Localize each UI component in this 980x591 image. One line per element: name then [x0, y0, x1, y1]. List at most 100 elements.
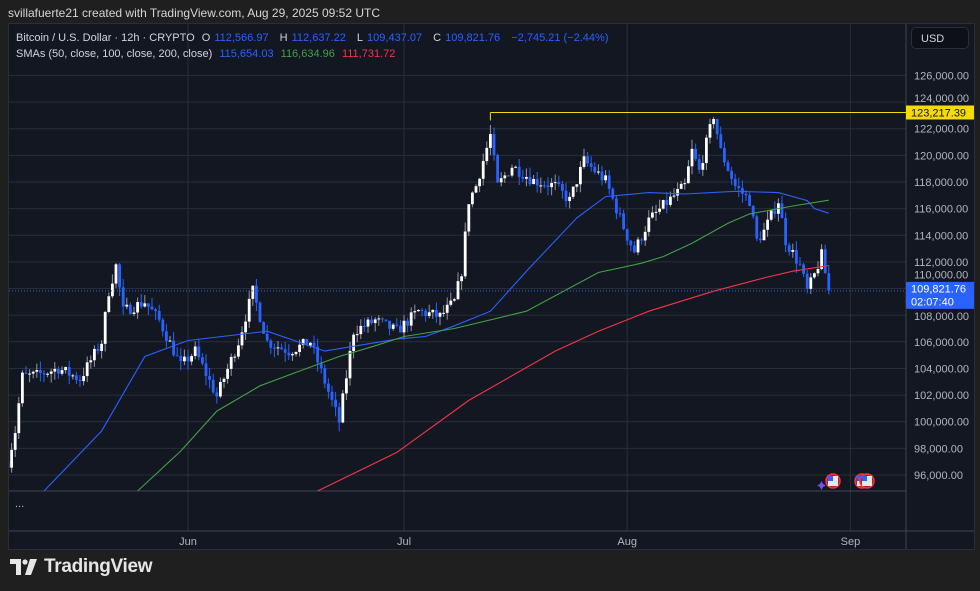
- candle-down: [186, 356, 190, 362]
- candle-up: [672, 195, 676, 197]
- candle-down: [262, 322, 265, 334]
- candle-up: [341, 393, 345, 423]
- chart-container[interactable]: 96,000.00 98,000.00 100,000.00 102,000.00 10…: [8, 23, 975, 550]
- candle-up: [222, 378, 226, 382]
- open-value: 112,566.97: [214, 32, 269, 44]
- candle-down: [589, 163, 593, 167]
- candle-up: [366, 319, 370, 327]
- candle-up: [701, 163, 705, 170]
- candle-up: [474, 186, 478, 193]
- candle-down: [165, 331, 168, 341]
- price-chart[interactable]: 96,000.00 98,000.00 100,000.00 102,000.00 10…: [9, 24, 975, 550]
- candle-up: [64, 367, 67, 371]
- candle-down: [208, 376, 211, 380]
- candle-up: [103, 311, 107, 344]
- candle-down: [201, 357, 204, 364]
- candle-down: [265, 333, 269, 341]
- candle-up: [705, 137, 708, 164]
- candle-up: [456, 281, 460, 300]
- candle-down: [78, 379, 82, 382]
- candle-down: [370, 319, 373, 324]
- candle-down: [334, 399, 337, 408]
- candle-down: [327, 383, 330, 392]
- candle-down: [640, 239, 643, 241]
- candle-up: [809, 277, 813, 289]
- price-axis-label: 122,000.00: [914, 124, 969, 136]
- candle-up: [449, 300, 453, 305]
- candle-up: [301, 338, 305, 345]
- candle-down: [557, 182, 561, 184]
- candle-down: [535, 178, 539, 186]
- sma-line-sma50: [43, 190, 829, 491]
- candle-up: [769, 210, 773, 220]
- candle-down: [780, 203, 784, 219]
- candle-down: [586, 156, 589, 164]
- candle-down: [528, 176, 532, 185]
- candle-up: [417, 310, 420, 312]
- candle-down: [67, 367, 71, 376]
- candle-up: [453, 299, 456, 301]
- candle-up: [291, 354, 294, 356]
- candle-up: [190, 356, 193, 362]
- candle-up: [85, 362, 89, 377]
- candle-down: [715, 119, 719, 135]
- chart-credit: svillafuerte21 created with TradingView.…: [8, 6, 380, 20]
- candle-up: [636, 239, 640, 253]
- candle-down: [96, 348, 100, 352]
- candle-up: [107, 296, 111, 312]
- sma-indicator-label[interactable]: SMAs (50, close, 100, close, 200, close): [16, 48, 213, 60]
- price-axis-label: 98,000.00: [914, 443, 963, 455]
- candle-down: [726, 162, 730, 171]
- price-axis-label: 116,000.00: [914, 204, 968, 216]
- candle-up: [348, 350, 352, 379]
- candle-up: [485, 147, 489, 162]
- time-axis-label: Jun: [179, 536, 197, 548]
- more-indicators[interactable]: ...: [15, 498, 25, 510]
- candle-down: [611, 188, 615, 199]
- candle-up: [377, 318, 381, 320]
- us-flag-canton: [857, 476, 862, 481]
- candle-down: [744, 193, 748, 196]
- change-value: −2,745.21 (−2.44%): [511, 32, 609, 44]
- price-axis-label: 126,000.00: [914, 70, 969, 82]
- candle-up: [53, 368, 57, 372]
- time-axis-label: Jul: [397, 536, 411, 548]
- currency-button[interactable]: USD: [911, 27, 969, 49]
- candle-up: [481, 161, 485, 179]
- bar-countdown-label: 02:07:40: [911, 296, 954, 308]
- candle-up: [294, 351, 298, 355]
- candle-up: [168, 340, 172, 342]
- candle-up: [247, 298, 251, 322]
- level-price-label: 123,217.39: [911, 107, 966, 119]
- price-axis-label: 104,000.00: [914, 363, 969, 375]
- candle-down: [337, 407, 341, 423]
- candle-up: [679, 183, 683, 189]
- candle-up: [244, 321, 247, 333]
- candle-up: [647, 217, 651, 232]
- candle-up: [676, 188, 679, 196]
- candle-down: [759, 238, 762, 241]
- candle-up: [427, 312, 431, 316]
- candle-down: [197, 346, 201, 358]
- candle-up: [499, 178, 503, 183]
- candle-up: [460, 276, 463, 282]
- low-label: L: [356, 32, 364, 44]
- price-pane: [9, 116, 831, 491]
- candle-down: [723, 147, 726, 163]
- candle-down: [287, 352, 291, 356]
- candle-up: [597, 171, 600, 173]
- symbol-name[interactable]: Bitcoin / U.S. Dollar · 12h · CRYPTO: [16, 32, 195, 44]
- price-axis-label: 96,000.00: [914, 470, 963, 482]
- candle-down: [172, 340, 175, 356]
- candle-up: [10, 449, 13, 468]
- price-axis-label: 108,000.00: [914, 311, 969, 323]
- candle-down: [622, 213, 625, 230]
- candle-down: [57, 368, 60, 374]
- candle-up: [345, 378, 348, 394]
- candle-up: [237, 345, 240, 357]
- candle-up: [604, 175, 607, 181]
- candle-down: [75, 375, 78, 380]
- level-price-label-bg: [906, 105, 974, 120]
- candle-up: [93, 348, 96, 361]
- candle-up: [431, 309, 435, 313]
